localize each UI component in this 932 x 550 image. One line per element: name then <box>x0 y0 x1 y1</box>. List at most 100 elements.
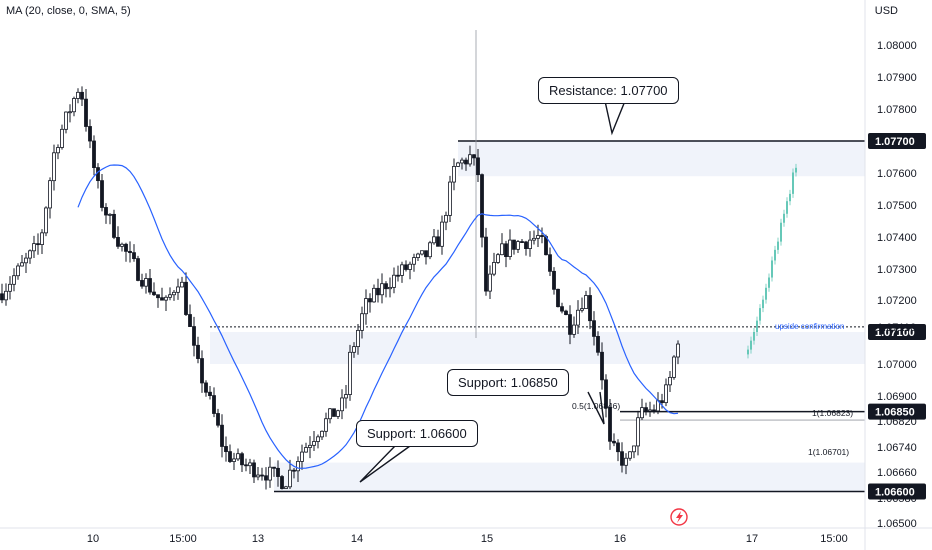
price-tag-label: 1.06850 <box>875 407 915 419</box>
candle-body <box>188 314 192 327</box>
levels-layer <box>210 30 865 493</box>
candle-body <box>164 296 168 301</box>
candle-body <box>648 409 652 412</box>
candle-body <box>512 239 516 250</box>
candle-body <box>48 180 52 209</box>
candle-body <box>372 287 376 303</box>
candle-body <box>240 453 244 466</box>
time-tick-label: 15:00 <box>169 533 197 545</box>
candle-body <box>384 283 388 290</box>
candle-body <box>280 476 284 489</box>
candle-body <box>252 462 256 478</box>
candle-body <box>200 358 204 384</box>
candle-body <box>448 181 452 216</box>
candle-body <box>344 394 348 399</box>
projection-candle <box>756 320 758 333</box>
candle-body <box>92 140 96 168</box>
support-upper-callout: Support: 1.06850 <box>447 369 569 396</box>
time-tick-label: 14 <box>351 533 363 545</box>
candle-body <box>520 241 524 243</box>
candle-body <box>416 253 420 258</box>
indicator-legend: MA (20, close, 0, SMA, 5) <box>6 5 131 17</box>
candle-body <box>56 147 60 154</box>
candle-body <box>456 162 460 167</box>
candle-body <box>644 407 648 412</box>
candle-body <box>176 286 180 293</box>
candle-body <box>244 464 248 467</box>
candle-body <box>124 243 128 252</box>
candle-body <box>412 257 416 265</box>
zones-layer <box>210 141 865 492</box>
candle-body <box>480 174 484 238</box>
candle-body <box>220 424 224 447</box>
candle-body <box>652 409 656 412</box>
candle-body <box>440 221 444 247</box>
candle-body <box>316 436 320 442</box>
candle-body <box>620 451 624 466</box>
candle-body <box>332 408 336 417</box>
candle-body <box>436 236 440 247</box>
price-tag <box>868 403 926 420</box>
price-tick-label: 1.07600 <box>877 168 917 180</box>
candle-body <box>336 410 340 417</box>
current-price-label: 1.07116 <box>877 322 916 334</box>
time-axis: 10 15:00 13 14 15 16 17 15:00 <box>0 527 932 545</box>
resistance-pointer <box>604 100 626 136</box>
candle-body <box>424 250 428 258</box>
projection-candle <box>750 340 752 350</box>
candle-body <box>612 440 616 444</box>
candle-body <box>560 306 564 312</box>
candle-body <box>36 243 40 246</box>
time-tick-label: 13 <box>252 533 264 545</box>
projection-candle <box>774 249 776 261</box>
candle-body <box>224 446 228 452</box>
candle-body <box>268 466 272 481</box>
candle-body <box>392 274 396 288</box>
events-lightning-icon <box>670 508 688 526</box>
projection-candle <box>747 349 749 355</box>
price-tag <box>868 324 926 340</box>
candle-body <box>232 458 236 462</box>
projection-candle <box>783 213 785 223</box>
support-lower-pointer <box>359 445 411 483</box>
projection-candle <box>777 241 779 250</box>
candle-body <box>640 407 644 419</box>
candle-body <box>16 265 20 277</box>
currency-label: USD <box>874 5 898 17</box>
candle-body <box>88 126 92 142</box>
time-tick-label: 16 <box>614 533 626 545</box>
time-tick-label: 17 <box>746 533 758 545</box>
price-tag-label: 1.07100 <box>875 327 915 339</box>
price-tag <box>868 483 926 500</box>
candle-body <box>676 343 680 358</box>
time-tick-label: 15:00 <box>820 533 848 545</box>
candle-body <box>368 298 372 303</box>
candle-body <box>68 111 72 114</box>
candle-body <box>604 379 608 409</box>
candle-body <box>472 154 476 159</box>
candle-body <box>272 466 276 469</box>
candle-body <box>76 91 80 99</box>
candle-body <box>364 298 368 315</box>
projection-candle <box>762 299 764 309</box>
candle-body <box>540 235 544 237</box>
candle-body <box>44 207 48 234</box>
candle-body <box>308 444 312 448</box>
candle-body <box>660 400 664 404</box>
candle-body <box>216 413 220 426</box>
candle-body <box>376 287 380 296</box>
candle-body <box>236 453 240 460</box>
candle-body <box>304 447 308 453</box>
candle-body <box>352 346 356 353</box>
candle-body <box>504 243 508 258</box>
candle-body <box>584 295 588 309</box>
projection-candle <box>795 167 797 173</box>
candle-body <box>360 313 364 331</box>
candle-body <box>476 157 480 176</box>
candle-body <box>296 461 300 472</box>
candle-body <box>548 254 552 272</box>
candle-body <box>404 264 408 270</box>
ma-line <box>77 164 679 469</box>
candle-body <box>536 235 540 239</box>
